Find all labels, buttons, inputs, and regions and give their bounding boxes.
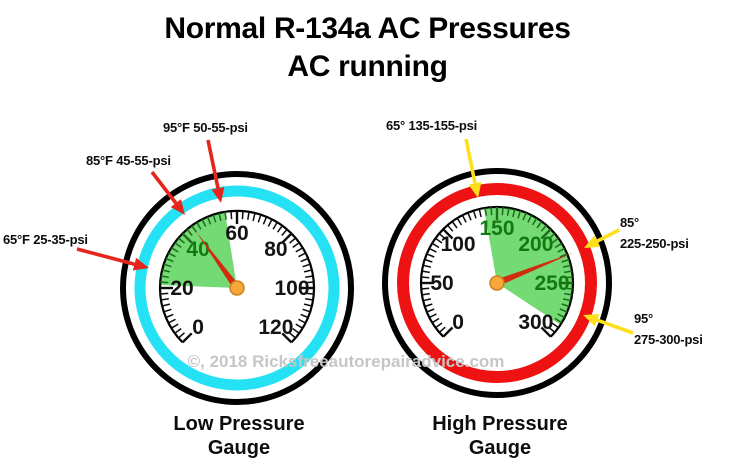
- low-annotation-0-arrow: [206, 139, 225, 203]
- low-scale-labels: 0 20 40 60 80 100 120: [170, 222, 309, 339]
- high-annotation-2-text: 275-300-psi: [634, 332, 703, 347]
- title-line-2: AC running: [287, 50, 448, 83]
- svg-text:0: 0: [192, 316, 204, 339]
- svg-text:300: 300: [518, 311, 553, 334]
- high-annotation-2: 95° 275-300-psi: [634, 308, 703, 350]
- low-green-zone: [160, 211, 237, 288]
- low-annotation-1: 85°F 45-55-psi: [86, 150, 171, 171]
- low-annotation-0-text: 95°F 50-55-psi: [163, 120, 248, 135]
- high-ticks: [421, 207, 573, 338]
- svg-text:100: 100: [441, 233, 476, 256]
- low-annotation-1-arrow: [150, 170, 185, 215]
- high-annotation-2-text: 95°: [634, 311, 654, 326]
- low-needle-hub: [229, 280, 245, 296]
- low-scale-arc: [158, 209, 316, 344]
- low-pressure-gauge: 0 20 40 60 80 100 120: [120, 171, 354, 405]
- high-annotation-1-arrow: [584, 228, 620, 248]
- high-annotation-0: 65° 135-155-psi: [386, 115, 477, 136]
- high-scale-arc: [419, 205, 575, 338]
- high-annotation-1-text: 85°: [620, 215, 640, 230]
- low-annotation-0: 95°F 50-55-psi: [163, 117, 248, 138]
- title-line-1: Normal R-134a AC Pressures: [164, 12, 571, 45]
- svg-text:0: 0: [452, 311, 464, 334]
- svg-text:40: 40: [186, 238, 209, 261]
- low-annotation-1-text: 85°F 45-55-psi: [86, 153, 171, 168]
- svg-text:100: 100: [274, 277, 309, 300]
- high-needle-hub: [489, 275, 505, 291]
- svg-text:250: 250: [534, 272, 569, 295]
- low-gauge-caption: Low Pressure Gauge: [129, 412, 349, 460]
- low-caption-line-1: Low Pressure: [173, 413, 305, 435]
- svg-text:50: 50: [430, 272, 453, 295]
- low-annotation-2: 65°F 25-35-psi: [3, 229, 88, 250]
- svg-text:120: 120: [258, 316, 293, 339]
- high-caption-line-2: Gauge: [468, 437, 532, 459]
- high-gauge-caption: High Pressure Gauge: [390, 412, 610, 460]
- svg-text:200: 200: [518, 233, 553, 256]
- high-caption-line-1: High Pressure: [432, 413, 568, 435]
- low-caption-line-2: Gauge: [207, 437, 271, 459]
- high-needle: [495, 252, 574, 287]
- svg-text:20: 20: [170, 277, 193, 300]
- low-gauge-ring: [134, 185, 340, 391]
- svg-text:150: 150: [479, 217, 514, 240]
- high-annotation-1: 85° 225-250-psi: [620, 212, 689, 254]
- high-annotation-1-text: 225-250-psi: [620, 236, 689, 251]
- low-ticks: [160, 211, 314, 344]
- watermark: ©, 2018 Ricksfreeautorepairadvice.com: [187, 352, 505, 371]
- high-annotation-0-text: 65° 135-155-psi: [386, 118, 478, 133]
- high-annotation-0-arrow: [464, 138, 482, 198]
- svg-text:60: 60: [225, 222, 248, 245]
- page-title: Normal R-134a AC Pressures AC running: [0, 10, 735, 86]
- low-annotation-2-arrow: [76, 247, 149, 271]
- svg-text:80: 80: [264, 238, 287, 261]
- low-needle: [195, 231, 240, 290]
- low-annotation-2-text: 65°F 25-35-psi: [3, 232, 88, 247]
- high-gauge-ring: [397, 183, 597, 383]
- high-annotation-2-arrow: [583, 314, 634, 335]
